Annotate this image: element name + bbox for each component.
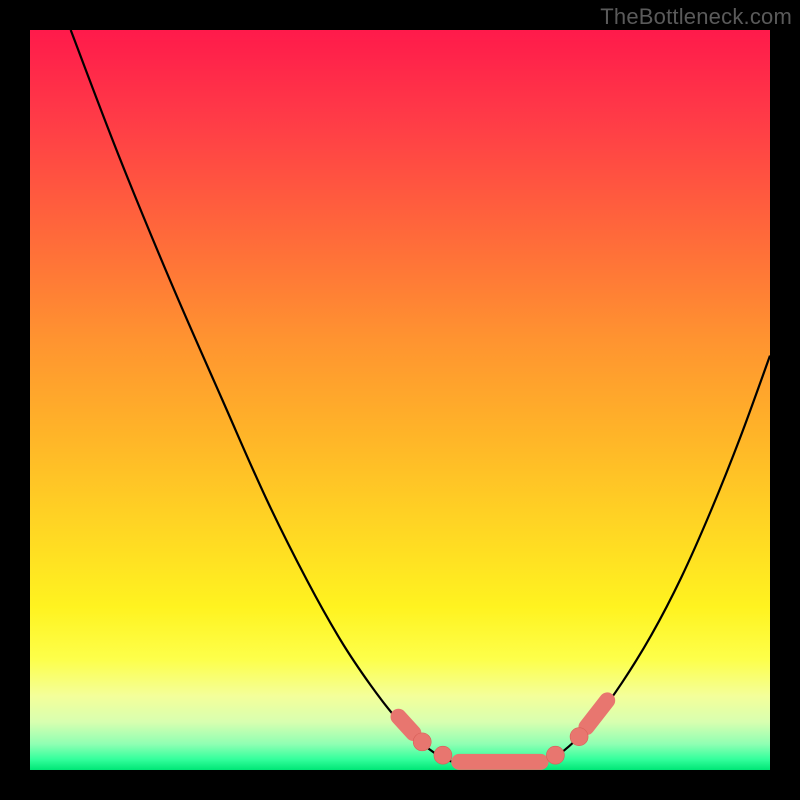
marker-dot [546,746,564,764]
gradient-background [30,30,770,770]
plot-area [30,30,770,770]
bottleneck-curve-chart [30,30,770,770]
marker-capsule [399,717,414,733]
watermark-text: TheBottleneck.com [600,4,792,30]
marker-dot [413,733,431,751]
marker-dot [434,746,452,764]
chart-frame: TheBottleneck.com [0,0,800,800]
marker-dot [570,728,588,746]
